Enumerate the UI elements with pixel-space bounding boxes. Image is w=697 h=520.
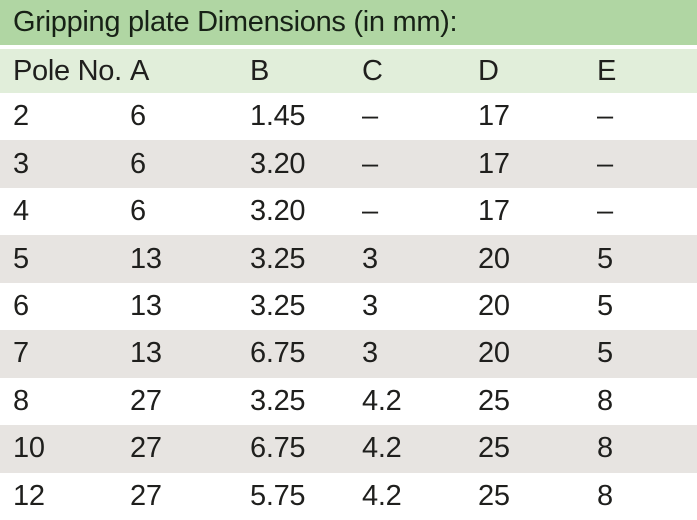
table-cell: 25 [478,479,510,512]
table-row: 2 6 1.45 – 17 – [0,93,697,141]
table-cell: 3 [362,289,378,322]
table-cell: 4.2 [362,479,402,512]
table-row: 10 27 6.75 4.2 25 8 [0,425,697,473]
table-cell: 3 [362,242,378,275]
table-cell: 3.25 [250,384,306,417]
table-cell: 4.2 [362,432,402,465]
table-row: 12 27 5.75 4.2 25 8 [0,472,697,520]
table-cell: 2 [13,100,29,133]
table-cell: 13 [130,242,162,275]
table-cell: 10 [13,432,45,465]
table-cell: – [362,147,378,180]
table-cell: 3.20 [250,195,306,228]
column-header-a: A [130,54,150,87]
table-cell: 27 [130,384,162,417]
column-header-c: C [362,54,383,87]
table-row: 4 6 3.20 – 17 – [0,187,697,236]
table-cell: 5 [13,242,29,275]
table-cell: 5.75 [250,479,306,512]
table-cell: 25 [478,384,510,417]
table-cell: – [597,147,613,180]
table-cell: 27 [130,432,162,465]
table-cell: – [362,195,378,228]
table-cell: 13 [130,289,162,322]
table-cell: 8 [13,384,29,417]
table-cell: 6 [13,289,29,322]
table-cell: 17 [478,147,510,180]
column-header-b: B [250,54,270,87]
table-cell: 6 [130,147,146,180]
table-header-row: Pole No. A B C D E [0,49,697,93]
table-title-bar: Gripping plate Dimensions (in mm): [0,0,697,45]
table-row: 7 13 6.75 3 20 5 [0,330,697,378]
table-cell: 3.20 [250,147,306,180]
table-cell: 20 [478,337,510,370]
table-cell: 5 [597,289,613,322]
table-cell: 4.2 [362,384,402,417]
table-cell: 3 [362,337,378,370]
column-header-d: D [478,54,499,87]
table-body: 2 6 1.45 – 17 – 3 6 3.20 – 17 – 4 6 3.20 – 17 – 5 13 3.25 3 20… [0,93,697,520]
table-cell: 6 [130,195,146,228]
table-cell: 20 [478,289,510,322]
table-cell: 13 [130,337,162,370]
table-cell: – [597,195,613,228]
table-cell: 8 [597,432,613,465]
table-cell: 5 [597,337,613,370]
table-cell: 8 [597,479,613,512]
column-header-e: E [597,54,617,87]
column-header-pole-no: Pole No. [13,54,122,87]
table-cell: 25 [478,432,510,465]
table-cell: 3.25 [250,289,306,322]
table-cell: – [597,100,613,133]
table-row: 8 27 3.25 4.2 25 8 [0,377,697,426]
table-cell: 17 [478,195,510,228]
table-title: Gripping plate Dimensions (in mm): [13,6,458,38]
table-row: 3 6 3.20 – 17 – [0,140,697,188]
table-cell: 12 [13,479,45,512]
table-cell: 27 [130,479,162,512]
table-cell: 5 [597,242,613,275]
table-cell: 3.25 [250,242,306,275]
table-cell: 4 [13,195,29,228]
table-cell: 17 [478,100,510,133]
table-cell: 20 [478,242,510,275]
table-cell: 8 [597,384,613,417]
table-cell: 6.75 [250,432,306,465]
table-cell: 6 [130,100,146,133]
table-cell: – [362,100,378,133]
table-cell: 3 [13,147,29,180]
table-cell: 7 [13,337,29,370]
table-row: 5 13 3.25 3 20 5 [0,235,697,283]
table-row: 6 13 3.25 3 20 5 [0,282,697,331]
table-cell: 6.75 [250,337,306,370]
table-cell: 1.45 [250,100,306,133]
